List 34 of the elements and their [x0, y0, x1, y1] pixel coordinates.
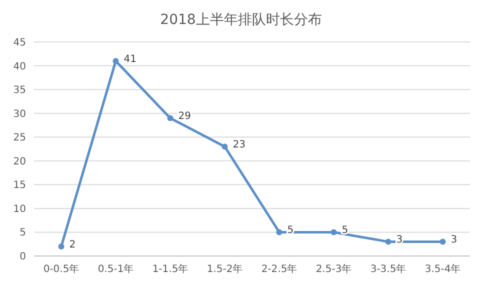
x-tick-label: 0.5-1年 — [98, 263, 134, 275]
point — [58, 243, 64, 250]
x-tick-label: 0-0.5年 — [43, 263, 80, 275]
y-tick-label: 10 — [13, 204, 26, 215]
y-tick-label: 15 — [13, 180, 26, 192]
data-label: 23 — [232, 140, 246, 151]
y-tick-label: 35 — [13, 85, 26, 96]
x-tick-label: 3-3.5年 — [370, 263, 406, 275]
y-tick-label: 5 — [20, 228, 26, 239]
y-tick-label: 25 — [13, 132, 26, 144]
point — [112, 58, 119, 64]
x-tick-label: 2.5-3年 — [316, 263, 352, 275]
point — [440, 238, 446, 245]
point — [222, 144, 228, 150]
data-label: 3 — [450, 234, 458, 246]
data-label: 3 — [396, 234, 403, 246]
y-tick-label: 45 — [13, 38, 26, 48]
data-label: 2 — [69, 239, 76, 250]
point — [330, 229, 337, 236]
data-label: 41 — [124, 54, 136, 66]
x-tick-label: 2-2.5年 — [261, 263, 298, 275]
point — [276, 229, 282, 236]
data-label: 5 — [287, 225, 294, 236]
point — [385, 238, 392, 245]
y-tick-label: 0 — [20, 252, 26, 262]
data-label: 29 — [178, 111, 191, 122]
y-tick-label: 20 — [13, 156, 26, 168]
y-tick-label: 30 — [13, 108, 26, 120]
x-tick-label: 1.5-2年 — [206, 263, 243, 275]
chart-title: 2018上半年排队时长分布 — [160, 12, 322, 28]
x-tick-label: 1-1.5年 — [152, 263, 188, 275]
x-tick-label: 3.5-4年 — [424, 263, 461, 275]
y-tick-label: 40 — [13, 61, 26, 72]
point — [167, 115, 174, 122]
